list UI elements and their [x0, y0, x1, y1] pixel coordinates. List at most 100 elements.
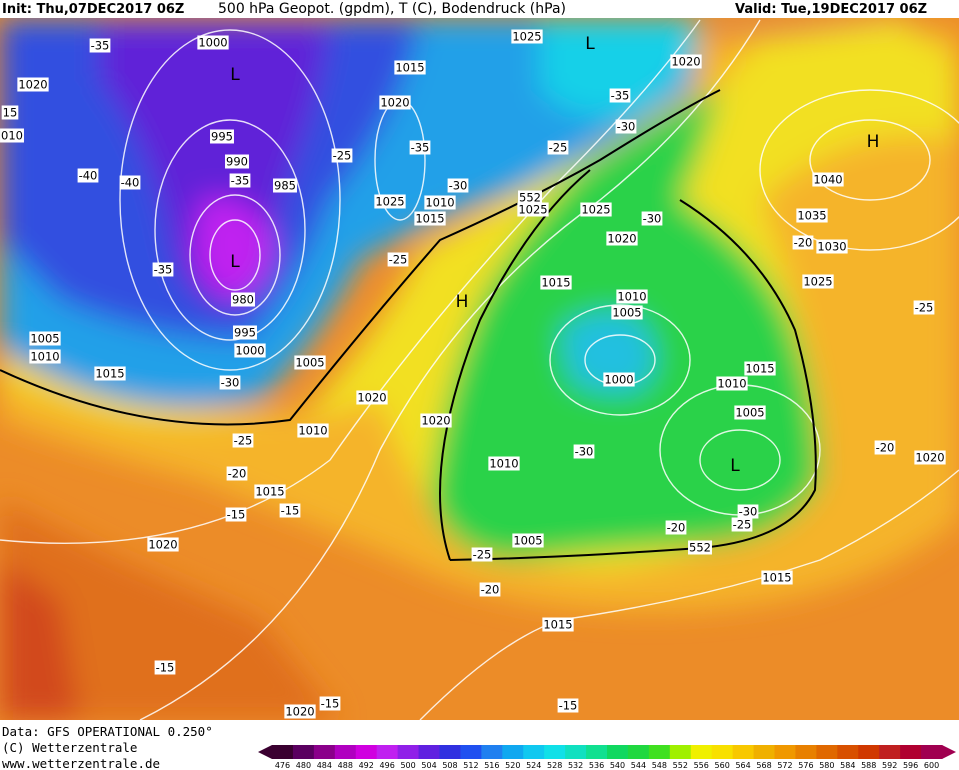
- label-box: [297, 423, 329, 438]
- contour-value: -40: [121, 176, 140, 190]
- legend-swatch: [439, 745, 461, 759]
- contour-value: 1025: [581, 203, 610, 217]
- label-box: [874, 440, 896, 455]
- contour-value: -15: [227, 508, 246, 522]
- legend-label: 592: [882, 761, 897, 770]
- contour-label: -25: [547, 140, 569, 155]
- contour-label: -35: [229, 173, 251, 188]
- contour-value: 1015: [745, 362, 774, 376]
- label-box: [512, 533, 544, 548]
- label-box: [737, 504, 759, 519]
- legend-label: 544: [631, 761, 646, 770]
- contour-value: -40: [79, 169, 98, 183]
- contour-value: -15: [156, 661, 175, 675]
- contour-label: 1015: [744, 361, 776, 376]
- legend-swatch: [627, 745, 650, 759]
- contour-label: -35: [152, 262, 174, 277]
- legend-swatch: [879, 745, 901, 759]
- contour-value: -30: [221, 376, 240, 390]
- legend-label: 548: [652, 761, 667, 770]
- label-box: [197, 35, 229, 50]
- contour-label: -20: [874, 440, 896, 455]
- contour-label: -30: [219, 375, 241, 390]
- contour-value: 1015: [541, 276, 570, 290]
- legend-label: 516: [484, 761, 499, 770]
- contour-value: -30: [449, 179, 468, 193]
- pressure-center: L: [730, 456, 740, 476]
- label-box: [913, 300, 935, 315]
- contour-label: -25: [331, 148, 353, 163]
- center-symbol: L: [585, 34, 595, 54]
- label-box: [77, 168, 99, 183]
- contour-label: 010: [0, 128, 24, 143]
- label-box: [89, 38, 111, 53]
- copyright: (C) Wetterzentrale: [2, 740, 137, 755]
- legend-swatch: [355, 745, 378, 759]
- label-box: [731, 517, 753, 532]
- contour-value: 1010: [489, 457, 518, 471]
- contour-value: 1025: [803, 275, 832, 289]
- label-box: [119, 175, 141, 190]
- label-box: [94, 366, 126, 381]
- contour-value: 995: [211, 130, 233, 144]
- contour-value: -35: [231, 174, 250, 188]
- contour-label: -15: [557, 698, 579, 713]
- contour-label: 1005: [611, 305, 643, 320]
- label-box: [792, 235, 814, 250]
- label-box: [231, 292, 255, 307]
- center-symbol: H: [456, 292, 469, 312]
- label-box: [580, 202, 612, 217]
- center-symbol: L: [230, 252, 240, 272]
- label-box: [29, 349, 61, 364]
- contour-label: 1010: [616, 289, 648, 304]
- legend-swatch: [711, 745, 734, 759]
- pressure-center: H: [867, 132, 880, 152]
- label-box: [479, 582, 501, 597]
- legend-swatch: [795, 745, 817, 759]
- contour-label: 1040: [812, 172, 844, 187]
- legend-label: 504: [421, 761, 436, 770]
- label-box: [641, 211, 663, 226]
- legend-swatch: [732, 745, 755, 759]
- legend-swatch: [816, 745, 838, 759]
- contour-label: -15: [319, 696, 341, 711]
- label-box: [611, 305, 643, 320]
- label-box: [254, 484, 286, 499]
- contour-value: 1015: [95, 367, 124, 381]
- contour-value: 010: [1, 129, 23, 143]
- label-box: [17, 77, 49, 92]
- contour-value: 1020: [671, 55, 700, 69]
- contour-label: 980: [231, 292, 255, 307]
- center-symbol: H: [867, 132, 880, 152]
- contour-label: 1025: [580, 202, 612, 217]
- contour-label: 1000: [603, 372, 635, 387]
- contour-label: -25: [387, 252, 409, 267]
- legend-label: 572: [777, 761, 792, 770]
- label-box: [609, 88, 631, 103]
- legend-swatch: [648, 745, 671, 759]
- contour-label: 1010: [424, 195, 456, 210]
- legend-arrow-right: [942, 745, 956, 759]
- contour-value: 1000: [604, 373, 633, 387]
- contour-value: 1010: [617, 290, 646, 304]
- label-box: [606, 231, 638, 246]
- contour-value: 985: [274, 179, 296, 193]
- contour-value: -30: [575, 445, 594, 459]
- contour-label: 552: [518, 190, 542, 205]
- contour-value: 15: [3, 106, 18, 120]
- contour-value: 1025: [375, 195, 404, 209]
- label-box: [688, 540, 712, 555]
- label-box: [796, 208, 828, 223]
- contour-label: 1010: [488, 456, 520, 471]
- legend-arrow-left: [258, 745, 272, 759]
- contour-label: -20: [479, 582, 501, 597]
- legend-swatch: [397, 745, 420, 759]
- legend-label: 584: [840, 761, 855, 770]
- label-box: [379, 95, 411, 110]
- label-box: [273, 178, 297, 193]
- contour-value: 1005: [295, 356, 324, 370]
- contour-label: 1005: [294, 355, 326, 370]
- contour-value: 1020: [148, 538, 177, 552]
- contour-label: 1015: [94, 366, 126, 381]
